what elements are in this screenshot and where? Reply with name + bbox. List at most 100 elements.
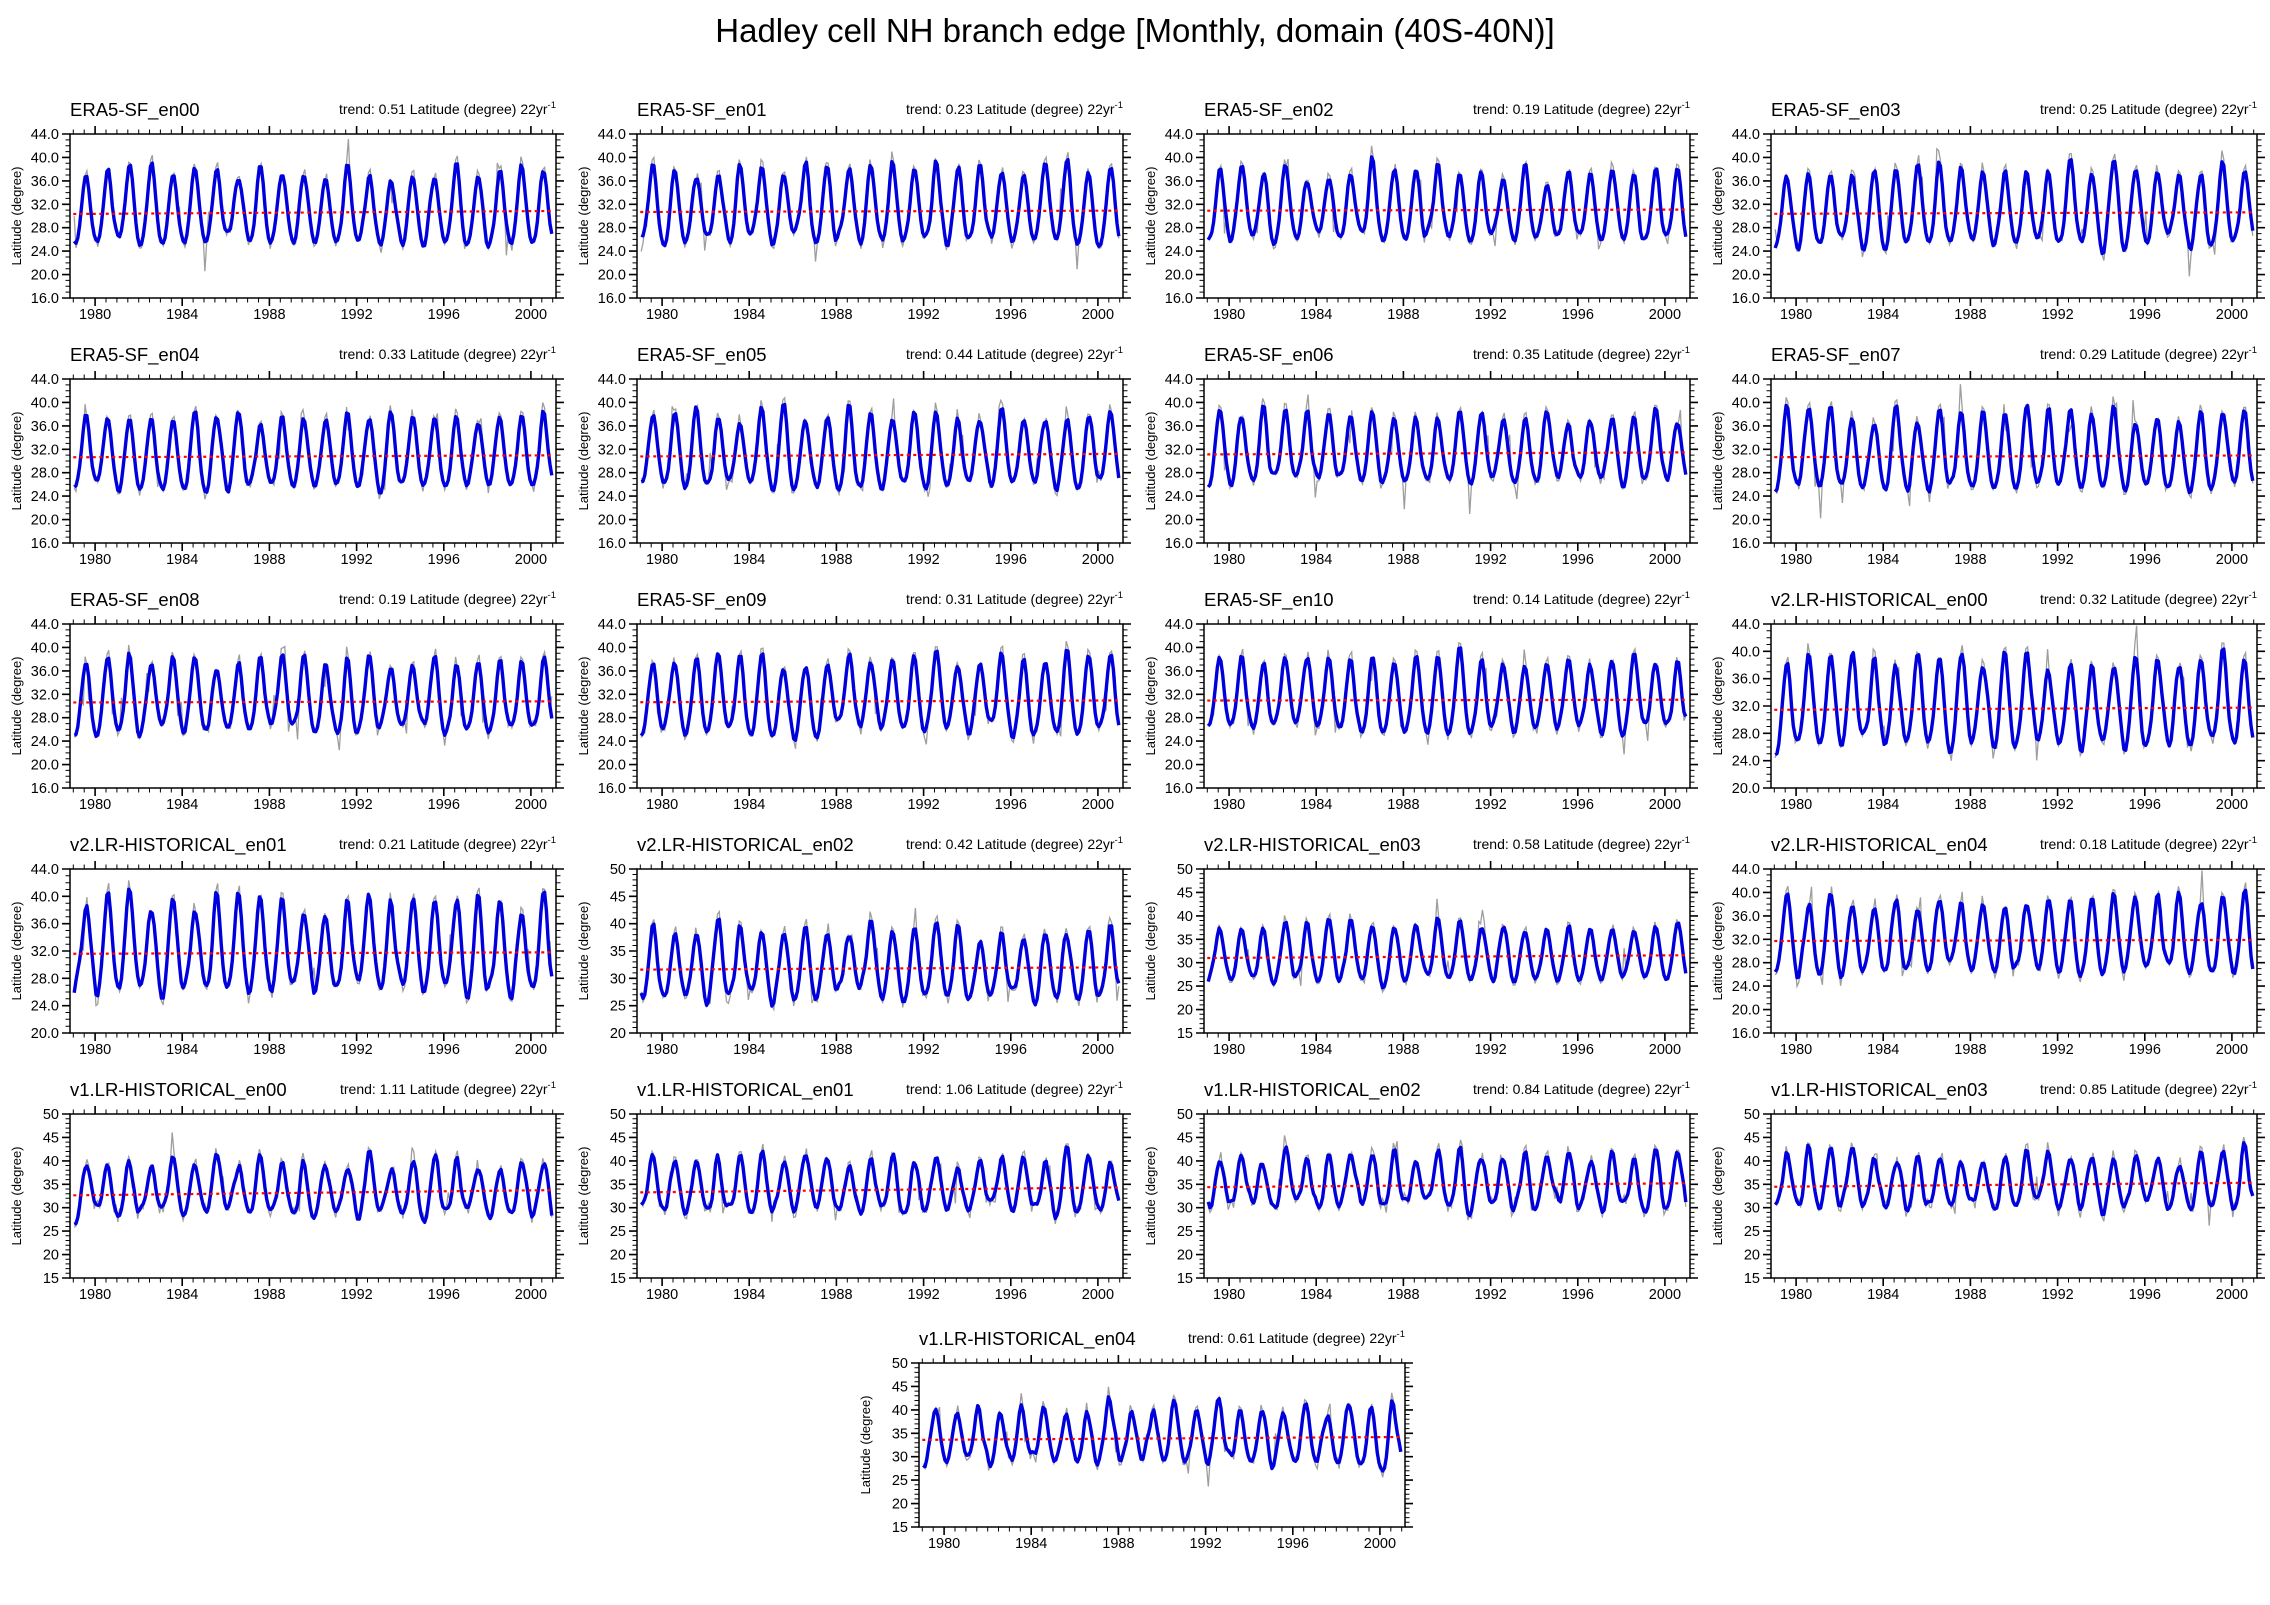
y-tick-label: 20 bbox=[1177, 1003, 1193, 1019]
x-tick-label: 1988 bbox=[253, 1287, 285, 1303]
panel-canvas-5: ERA5-SF_en05 trend: 0.44 Latitude (degree… bbox=[576, 344, 1131, 568]
y-tick-label: 20.0 bbox=[1732, 781, 1760, 797]
y-axis-label: Latitude (degree) bbox=[1143, 901, 1158, 1000]
y-tick-label: 16.0 bbox=[598, 781, 626, 797]
plot-frame bbox=[636, 378, 1124, 544]
series-group bbox=[73, 402, 554, 500]
y-axis-label: Latitude (degree) bbox=[9, 1146, 24, 1245]
y-tick-label: 45 bbox=[892, 1379, 908, 1395]
y-tick-label: 30 bbox=[892, 1450, 908, 1466]
y-tick-label: 44.0 bbox=[1732, 372, 1760, 388]
y-tick-label: 15 bbox=[1744, 1271, 1760, 1287]
y-tick-label: 20.0 bbox=[598, 268, 626, 284]
x-tick-label: 1980 bbox=[79, 1042, 111, 1058]
y-tick-label: 44.0 bbox=[31, 617, 59, 633]
x-tick-label: 1992 bbox=[2041, 1042, 2073, 1058]
major-ticks bbox=[62, 861, 564, 1041]
plot-frame bbox=[1770, 378, 2258, 544]
y-tick-label: 30 bbox=[610, 1201, 626, 1217]
y-tick-label: 16.0 bbox=[31, 536, 59, 552]
trend-line bbox=[73, 454, 553, 459]
panel-canvas-0: ERA5-SF_en00 trend: 0.51 Latitude (degree… bbox=[9, 99, 564, 323]
y-tick-label: 28.0 bbox=[31, 466, 59, 482]
panel-title: ERA5-SF_en02 bbox=[1204, 99, 1334, 121]
x-tick-label: 1980 bbox=[1780, 307, 1812, 323]
y-tick-label: 40.0 bbox=[598, 395, 626, 411]
minor-ticks bbox=[1766, 129, 2262, 303]
y-tick-label: 50 bbox=[43, 1107, 59, 1123]
y-tick-label: 40.0 bbox=[31, 395, 59, 411]
minor-ticks bbox=[632, 129, 1128, 303]
x-tick-label: 1984 bbox=[1867, 307, 1899, 323]
trend-line bbox=[73, 1189, 553, 1197]
panel-title: v1.LR-HISTORICAL_en03 bbox=[1771, 1079, 1988, 1101]
subplot-panel: v1.LR-HISTORICAL_en01 trend: 1.06 Latitud… bbox=[575, 1068, 1142, 1313]
plot-frame bbox=[636, 1113, 1124, 1279]
x-tick-label: 2000 bbox=[2216, 307, 2248, 323]
major-ticks bbox=[62, 371, 564, 551]
y-tick-label: 36.0 bbox=[1732, 672, 1760, 688]
figure-title: Hadley cell NH branch edge [Monthly, dom… bbox=[715, 12, 1555, 49]
x-tick-label: 1996 bbox=[1277, 1536, 1309, 1552]
x-tick-label: 1992 bbox=[340, 1042, 372, 1058]
y-tick-label: 32.0 bbox=[1165, 442, 1193, 458]
y-tick-label: 24.0 bbox=[598, 734, 626, 750]
x-tick-label: 1996 bbox=[2129, 1287, 2161, 1303]
x-tick-label: 1988 bbox=[1954, 307, 1986, 323]
panel-canvas-12: v2.LR-HISTORICAL_en01 trend: 0.21 Latitud… bbox=[9, 834, 564, 1058]
trend-label: trend: 0.51 Latitude (degree) 22yr-1 bbox=[339, 100, 556, 117]
y-axis-label: Latitude (degree) bbox=[9, 901, 24, 1000]
y-axis-label: Latitude (degree) bbox=[1143, 1146, 1158, 1245]
y-tick-label: 32.0 bbox=[31, 442, 59, 458]
x-tick-label: 2000 bbox=[2216, 1042, 2248, 1058]
x-tick-label: 1996 bbox=[2129, 552, 2161, 568]
x-tick-label: 1988 bbox=[1387, 552, 1419, 568]
x-tick-label: 1996 bbox=[995, 1287, 1027, 1303]
plot-frame bbox=[69, 1113, 557, 1279]
y-tick-label: 36.0 bbox=[31, 174, 59, 190]
y-tick-label: 40 bbox=[43, 1154, 59, 1170]
major-ticks bbox=[1763, 371, 2265, 551]
trend-label: trend: 1.11 Latitude (degree) 22yr-1 bbox=[340, 1080, 556, 1097]
x-tick-label: 1992 bbox=[1189, 1536, 1221, 1552]
y-axis-label: Latitude (degree) bbox=[858, 1395, 873, 1494]
major-ticks bbox=[629, 616, 1131, 796]
y-tick-label: 16.0 bbox=[1732, 536, 1760, 552]
x-tick-label: 1984 bbox=[166, 1042, 198, 1058]
y-tick-label: 45 bbox=[1744, 1130, 1760, 1146]
series-group bbox=[640, 151, 1121, 270]
smoothed-series bbox=[1206, 404, 1688, 489]
x-tick-label: 2000 bbox=[1649, 552, 1681, 568]
x-tick-label: 1992 bbox=[1474, 797, 1506, 813]
y-tick-label: 32.0 bbox=[31, 197, 59, 213]
series-group bbox=[1206, 1135, 1688, 1221]
y-tick-label: 40 bbox=[1744, 1154, 1760, 1170]
major-ticks bbox=[1196, 861, 1698, 1041]
x-tick-label: 1996 bbox=[995, 552, 1027, 568]
x-tick-label: 1980 bbox=[1213, 307, 1245, 323]
x-tick-label: 1992 bbox=[2041, 1287, 2073, 1303]
x-tick-label: 1980 bbox=[79, 307, 111, 323]
panels-grid: ERA5-SF_en00 trend: 0.51 Latitude (degree… bbox=[0, 88, 2270, 1313]
x-tick-label: 1992 bbox=[907, 797, 939, 813]
y-tick-label: 35 bbox=[1177, 932, 1193, 948]
panel-title: ERA5-SF_en07 bbox=[1771, 344, 1901, 366]
major-ticks bbox=[629, 861, 1131, 1041]
panel-canvas-19: v1.LR-HISTORICAL_en03 trend: 0.85 Latitud… bbox=[1710, 1079, 2265, 1303]
y-tick-label: 50 bbox=[892, 1356, 908, 1372]
trend-line bbox=[1207, 698, 1687, 702]
major-ticks bbox=[1196, 1106, 1698, 1286]
series-group bbox=[639, 1143, 1121, 1225]
x-tick-label: 1980 bbox=[646, 1042, 678, 1058]
trend-line bbox=[1774, 211, 2254, 215]
trend-label: trend: 0.42 Latitude (degree) 22yr-1 bbox=[906, 835, 1123, 852]
panel-canvas-16: v1.LR-HISTORICAL_en00 trend: 1.11 Latitud… bbox=[9, 1079, 564, 1303]
panel-title: v2.LR-HISTORICAL_en03 bbox=[1204, 834, 1421, 856]
series-group bbox=[1773, 870, 2255, 989]
trend-label: trend: 0.32 Latitude (degree) 22yr-1 bbox=[2040, 590, 2257, 607]
y-tick-label: 16.0 bbox=[1732, 1026, 1760, 1042]
series-group bbox=[73, 1132, 554, 1228]
trend-line bbox=[73, 951, 553, 955]
y-tick-label: 28.0 bbox=[31, 971, 59, 987]
x-tick-label: 1996 bbox=[428, 1287, 460, 1303]
